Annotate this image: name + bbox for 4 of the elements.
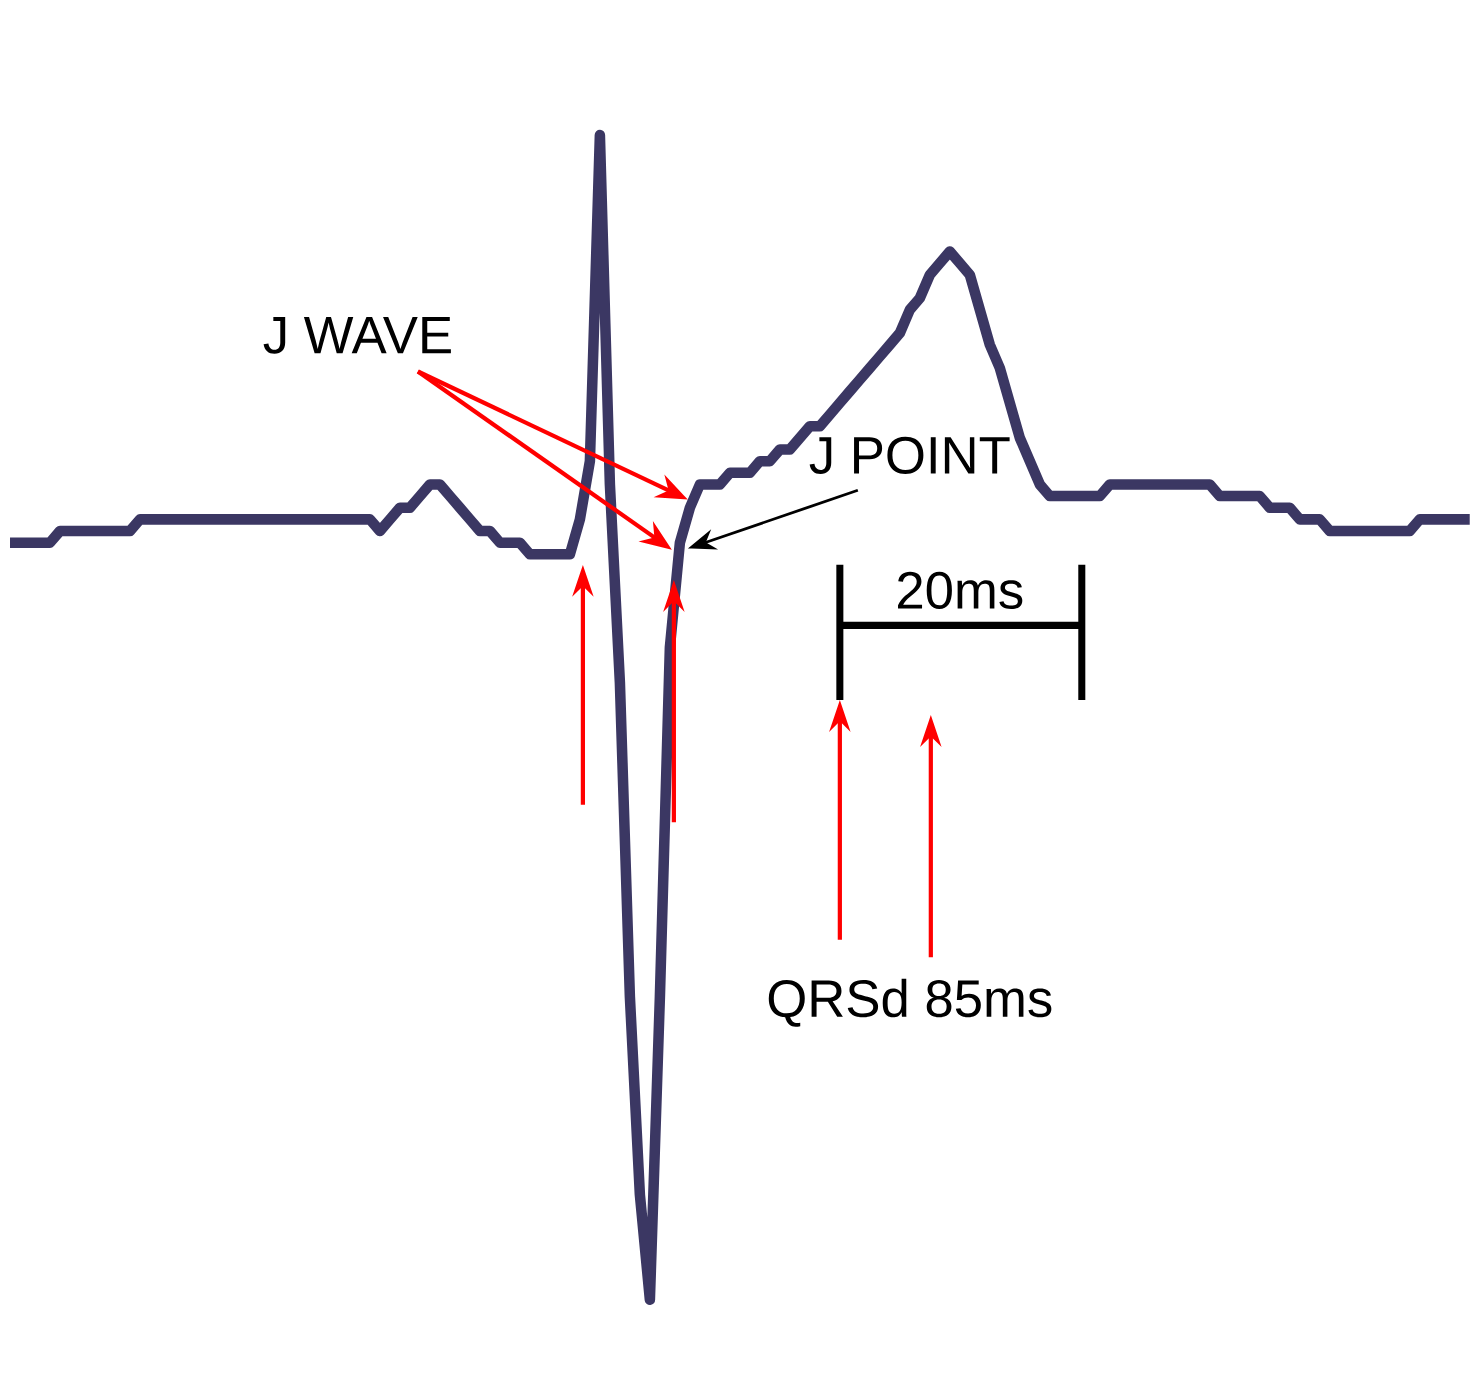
- annotation: 20ms: [898, 571, 1023, 610]
- annotation: J WAVE: [263, 317, 451, 354]
- annotation: J POINT: [809, 436, 1010, 475]
- annotation: QRSd 85ms: [768, 978, 1052, 1027]
